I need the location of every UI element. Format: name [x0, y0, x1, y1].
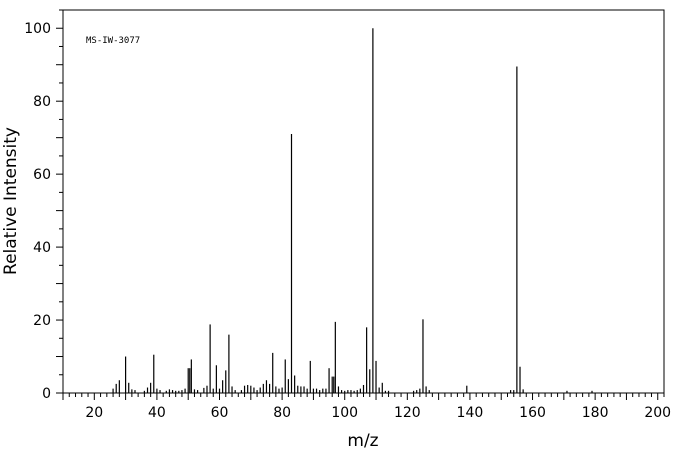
x-tick-label: 200 — [644, 405, 671, 421]
y-axis: 0 20 40 60 80 100 — [24, 9, 63, 402]
x-tick-label: 40 — [148, 405, 166, 421]
x-tick-label: 140 — [457, 405, 484, 421]
x-tick-label: 160 — [519, 405, 546, 421]
x-axis: 20 40 60 80 100 120 140 160 180 200 — [62, 393, 671, 421]
x-tick-label: 60 — [211, 405, 229, 421]
x-axis-title: m/z — [347, 431, 378, 451]
x-tick-label: 100 — [331, 405, 358, 421]
y-axis-title: Relative Intensity — [1, 127, 21, 275]
y-tick-label: 40 — [33, 240, 51, 256]
x-tick-label: 20 — [85, 405, 103, 421]
plot-frame — [62, 9, 665, 394]
x-tick-label: 120 — [394, 405, 421, 421]
spectrum-peaks — [112, 28, 593, 393]
spectrum-id-label: MS-IW-3077 — [86, 36, 140, 46]
y-tick-label: 80 — [33, 94, 51, 110]
y-tick-label: 60 — [33, 167, 51, 183]
y-tick-label: 20 — [33, 313, 51, 329]
y-tick-label: 0 — [42, 386, 51, 402]
x-tick-label: 180 — [582, 405, 609, 421]
x-tick-label: 80 — [273, 405, 291, 421]
y-tick-label: 100 — [24, 21, 51, 37]
